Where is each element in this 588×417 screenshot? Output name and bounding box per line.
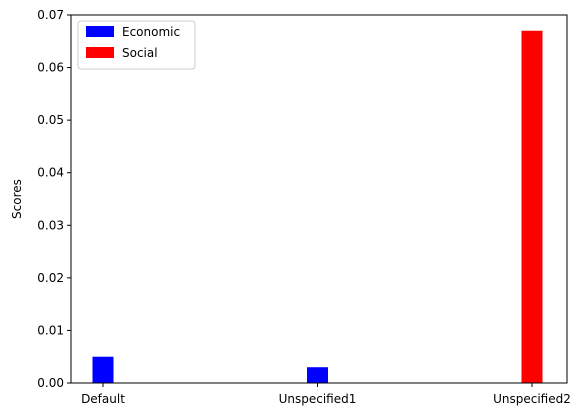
x-axis: Default Unspecified1 Unspecified2 xyxy=(81,383,571,406)
x-tick-label: Unspecified1 xyxy=(279,392,357,406)
y-tick-label: 0.00 xyxy=(37,376,64,390)
y-tick-label: 0.05 xyxy=(37,113,64,127)
legend-swatch-social xyxy=(86,47,114,58)
legend: Economic Social xyxy=(77,20,196,70)
bars-layer xyxy=(92,30,543,384)
y-axis-label: Scores xyxy=(10,179,24,219)
y-axis: 0.00 0.01 0.02 0.03 0.04 0.05 0.06 0.07 xyxy=(37,8,71,390)
y-tick-label: 0.06 xyxy=(37,61,64,75)
x-tick-label: Default xyxy=(81,392,125,406)
legend-label-social: Social xyxy=(122,46,158,60)
legend-label-economic: Economic xyxy=(122,25,180,39)
legend-swatch-economic xyxy=(86,26,114,37)
y-tick-label: 0.02 xyxy=(37,271,64,285)
y-tick-label: 0.03 xyxy=(37,218,64,232)
y-tick-label: 0.07 xyxy=(37,8,64,22)
plot-frame xyxy=(70,14,568,384)
y-tick-label: 0.04 xyxy=(37,166,64,180)
bar-economic-default xyxy=(92,356,114,383)
y-tick-label: 0.01 xyxy=(37,323,64,337)
x-tick-label: Unspecified2 xyxy=(493,392,571,406)
bar-economic-unspecified1 xyxy=(307,367,328,383)
bar-social-unspecified2 xyxy=(521,30,543,384)
